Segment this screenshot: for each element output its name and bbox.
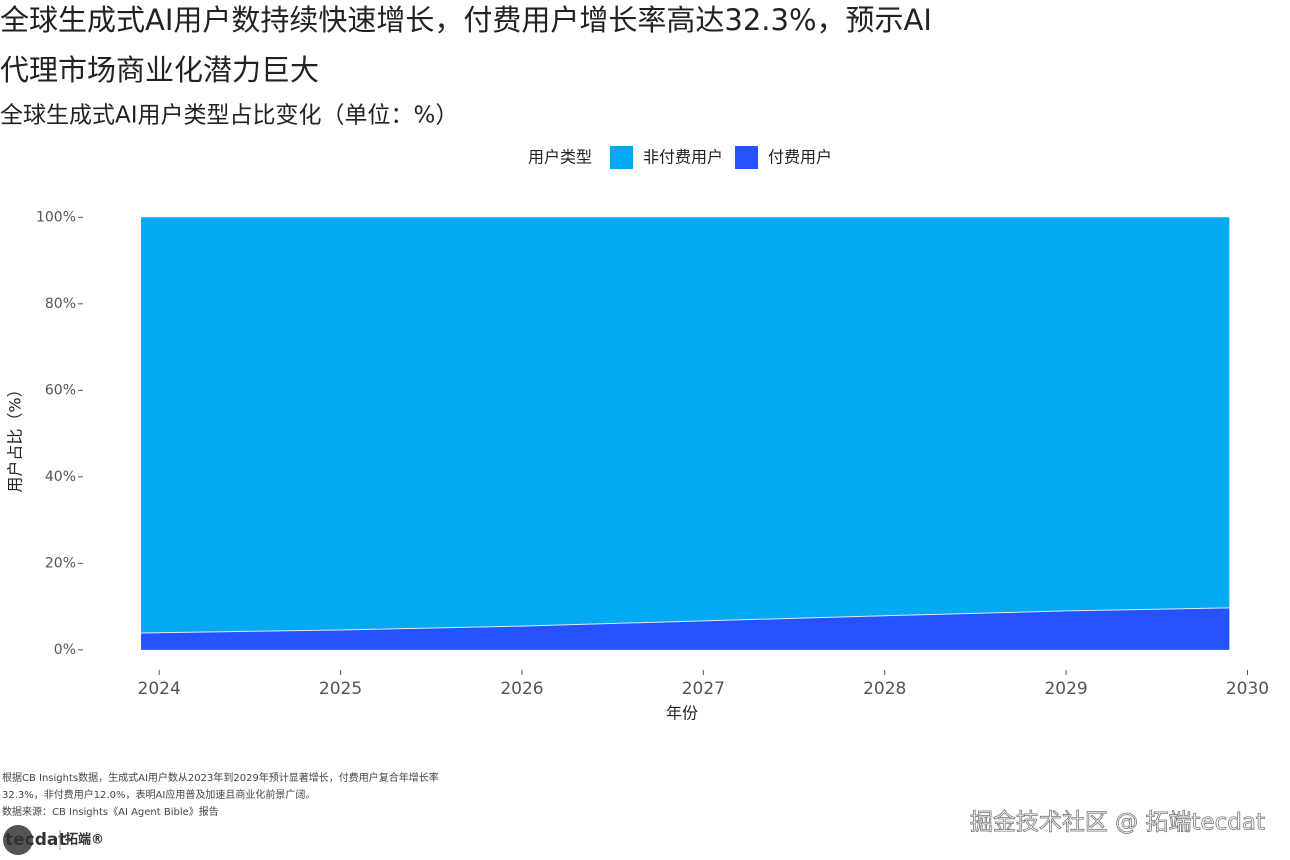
legend-label: 非付费用户 <box>643 148 723 167</box>
y-tick-label: 60% <box>45 382 76 398</box>
y-tick-label: 100% <box>36 209 76 225</box>
x-axis-label: 年份 <box>666 704 698 723</box>
y-tick-label: 20% <box>45 555 76 571</box>
y-tick-label: 0% <box>54 642 76 658</box>
caption: 根据CB Insights数据，生成式AI用户数从2023年到2029年预计显著… <box>2 771 439 784</box>
watermark: 掘金技术社区 @ 拓端tecdat <box>970 810 1265 836</box>
caption: 数据来源：CB Insights《AI Agent Bible》报告 <box>2 805 219 818</box>
area <box>141 217 1230 633</box>
legend-title: 用户类型 <box>528 148 592 167</box>
area <box>141 607 1230 650</box>
chart-title: 全球生成式AI用户数持续快速增长，付费用户增长率高达32.3%，预示AI <box>0 3 932 37</box>
x-tick-label: 2026 <box>500 679 543 699</box>
x-tick-label: 2029 <box>1044 679 1087 699</box>
logo-mark <box>3 825 33 855</box>
y-tick-label: 80% <box>45 296 76 312</box>
legend-swatch <box>610 146 633 169</box>
chart-subtitle: 全球生成式AI用户类型占比变化（单位：%） <box>0 103 458 129</box>
x-tick-label: 2024 <box>138 679 181 699</box>
x-tick-label: 2030 <box>1226 679 1269 699</box>
x-tick-label: 2027 <box>682 679 725 699</box>
y-axis-label: 用户占比（%） <box>6 381 25 492</box>
y-tick-label: 40% <box>45 469 76 485</box>
logo: tecdat <box>5 830 67 850</box>
legend-label: 付费用户 <box>768 148 832 167</box>
legend-swatch <box>735 146 759 169</box>
chart-title: 代理市场商业化潜力巨大 <box>0 53 319 87</box>
area-boundary <box>141 607 1230 634</box>
logo-text: 拓端® <box>65 832 104 848</box>
caption: 32.3%，非付费用户12.0%，表明AI应用普及加速且商业化前景广阔。 <box>2 788 315 801</box>
x-tick-label: 2025 <box>319 679 362 699</box>
x-tick-label: 2028 <box>863 679 906 699</box>
